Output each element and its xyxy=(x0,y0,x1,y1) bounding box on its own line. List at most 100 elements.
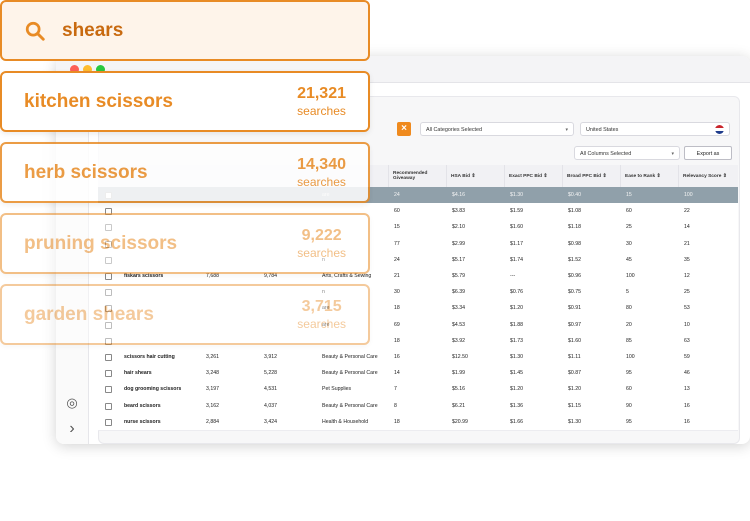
cell-recommended-giveaway: 16 xyxy=(394,354,400,360)
chevron-down-icon: ▾ xyxy=(565,127,568,133)
cell-recommended-giveaway: 18 xyxy=(394,305,400,312)
row-checkbox[interactable] xyxy=(105,354,112,361)
marketplace-select[interactable]: United States xyxy=(580,122,730,136)
row-checkbox[interactable] xyxy=(105,321,112,329)
category-select-value: All Categories Selected xyxy=(426,127,483,133)
export-csv-button[interactable]: Export as .CSV xyxy=(684,146,732,171)
cell-relevancy-score: 100 xyxy=(684,192,693,198)
row-checkbox[interactable] xyxy=(105,337,112,345)
cell-relevancy-score: 63 xyxy=(684,337,690,344)
columns-select[interactable]: All Columns Selected ▾ xyxy=(574,146,680,160)
cell-search-volume: 3,197 xyxy=(206,386,219,393)
marketplace-select-value: United States xyxy=(586,127,619,133)
keyword-card[interactable]: herb scissors 14,340 searches xyxy=(0,142,370,203)
cell-exact-ppc-bid: $1.74 xyxy=(510,256,523,263)
col-exact-ppc-bid[interactable]: Exact PPC Bid ⇕ xyxy=(504,165,562,187)
cell-broad-ppc-bid: $1.52 xyxy=(568,256,581,263)
cell-broad-ppc-bid: $0.91 xyxy=(568,305,581,312)
col-broad-ppc-bid[interactable]: Broad PPC Bid ⇕ xyxy=(562,165,620,187)
cell-relevancy-score: 12 xyxy=(684,273,690,279)
table-row[interactable]: dog grooming scissors 3,197 4,531 Pet Suppl… xyxy=(98,381,738,399)
row-checkbox[interactable] xyxy=(105,386,112,394)
cell-relevancy-score: 59 xyxy=(684,354,690,360)
cell-search-volume-alt: 3,912 xyxy=(264,354,277,360)
cell-category: are xyxy=(322,321,330,328)
minimize-window-button[interactable] xyxy=(83,65,92,74)
keyword-card-volume: 3,715 searches xyxy=(297,298,346,331)
chevron-down-icon: ▾ xyxy=(671,151,674,157)
cell-exact-ppc-bid: $1.20 xyxy=(510,386,523,393)
row-checkbox[interactable] xyxy=(105,370,112,378)
cell-category: Health & Household xyxy=(322,418,369,425)
clear-filter-button[interactable]: × xyxy=(397,122,411,136)
table-row[interactable]: nurse scissors 2,884 3,424 Health & Househo… xyxy=(98,413,738,431)
cell-search-volume-alt: 5,228 xyxy=(264,370,277,377)
cell-ease-to-rank: 25 xyxy=(626,224,632,231)
us-flag-icon xyxy=(715,124,724,134)
cell-ease-to-rank: 15 xyxy=(626,192,632,198)
keyword-card-volume: 9,222 searches xyxy=(297,227,346,260)
cell-search-volume: 3,162 xyxy=(206,402,219,409)
cell-recommended-giveaway: 8 xyxy=(394,402,397,409)
maximize-window-button[interactable] xyxy=(96,65,105,74)
cell-search-volume-alt: 9,784 xyxy=(264,273,277,279)
table-row[interactable]: beard scissors 3,162 4,037 Beauty & Persona… xyxy=(98,397,738,415)
search-bar[interactable]: shears xyxy=(0,0,370,61)
keyword-card[interactable]: kitchen scissors 21,321 searches xyxy=(0,71,370,132)
cell-exact-ppc-bid: $1.36 xyxy=(510,402,523,409)
keyword-card[interactable]: pruning scissors 9,222 searches xyxy=(0,213,370,274)
cell-exact-ppc-bid: $1.73 xyxy=(510,337,523,344)
cell-recommended-giveaway: 15 xyxy=(394,224,400,231)
cell-search-volume: 2,884 xyxy=(206,418,219,425)
cell-search-volume-alt: 4,037 xyxy=(264,402,277,409)
cell-hsa-bid: $1.99 xyxy=(452,370,465,377)
cell-recommended-giveaway: 24 xyxy=(394,256,400,263)
cell-exact-ppc-bid: --- xyxy=(510,273,516,279)
row-checkbox[interactable] xyxy=(105,273,112,280)
cell-ease-to-rank: 95 xyxy=(626,418,632,425)
cell-keyword: scissors hair cutting xyxy=(124,354,175,360)
row-checkbox[interactable] xyxy=(105,418,112,426)
close-window-button[interactable] xyxy=(70,65,79,74)
table-row[interactable]: hair shears 3,248 5,228 Beauty & Personal C… xyxy=(98,365,738,383)
row-checkbox[interactable] xyxy=(105,305,112,313)
cell-exact-ppc-bid: $1.45 xyxy=(510,370,523,377)
cell-category: Beauty & Personal Care xyxy=(322,354,378,360)
cell-broad-ppc-bid: $1.18 xyxy=(568,224,581,231)
col-recommended-giveaway[interactable]: Recommended Giveaway xyxy=(388,165,440,187)
cell-exact-ppc-bid: $1.60 xyxy=(510,224,523,231)
cell-hsa-bid: $6.21 xyxy=(452,402,465,409)
keyword-card-volume: 14,340 searches xyxy=(297,156,346,189)
row-checkbox[interactable] xyxy=(105,289,112,297)
cell-recommended-giveaway: 18 xyxy=(394,418,400,425)
keyword-card-term: herb scissors xyxy=(24,161,148,183)
cell-recommended-giveaway: 18 xyxy=(394,337,400,344)
category-select[interactable]: All Categories Selected ▾ xyxy=(420,122,574,136)
col-ease-to-rank[interactable]: Ease to Rank ⇕ xyxy=(620,165,678,187)
cell-broad-ppc-bid: $1.08 xyxy=(568,208,581,215)
col-hsa-bid[interactable]: HSA Bid ⇕ xyxy=(446,165,504,187)
cell-keyword: hair shears xyxy=(124,370,152,377)
cell-broad-ppc-bid: $0.98 xyxy=(568,240,581,247)
cell-keyword: dog grooming scissors xyxy=(124,386,182,393)
table-row[interactable]: scissors hair cutting 3,261 3,912 Beauty & … xyxy=(98,349,738,367)
cell-hsa-bid: $5.17 xyxy=(452,256,465,263)
cell-hsa-bid: $4.53 xyxy=(452,321,465,328)
cell-ease-to-rank: 60 xyxy=(626,208,632,215)
cell-broad-ppc-bid: $0.96 xyxy=(568,273,581,279)
cell-keyword: fiskars scissors xyxy=(124,273,164,279)
cell-hsa-bid: $5.79 xyxy=(452,273,465,279)
settings-gear-icon[interactable]: ◎ xyxy=(66,395,78,410)
cell-relevancy-score: 21 xyxy=(684,240,690,247)
col-relevancy-score[interactable]: Relevancy Score ⇕ xyxy=(678,165,738,187)
cell-broad-ppc-bid: $0.40 xyxy=(568,192,581,198)
cell-relevancy-score: 46 xyxy=(684,370,690,377)
chevron-right-icon[interactable]: › xyxy=(69,420,75,437)
cell-hsa-bid: $5.16 xyxy=(452,386,465,393)
cell-search-volume: 7,688 xyxy=(206,273,219,279)
cell-hsa-bid: $4.16 xyxy=(452,192,465,198)
keyword-card[interactable]: garden shears 3,715 searches xyxy=(0,284,370,345)
cell-category: n xyxy=(322,289,325,296)
row-checkbox[interactable] xyxy=(105,402,112,410)
cell-recommended-giveaway: 7 xyxy=(394,386,397,393)
